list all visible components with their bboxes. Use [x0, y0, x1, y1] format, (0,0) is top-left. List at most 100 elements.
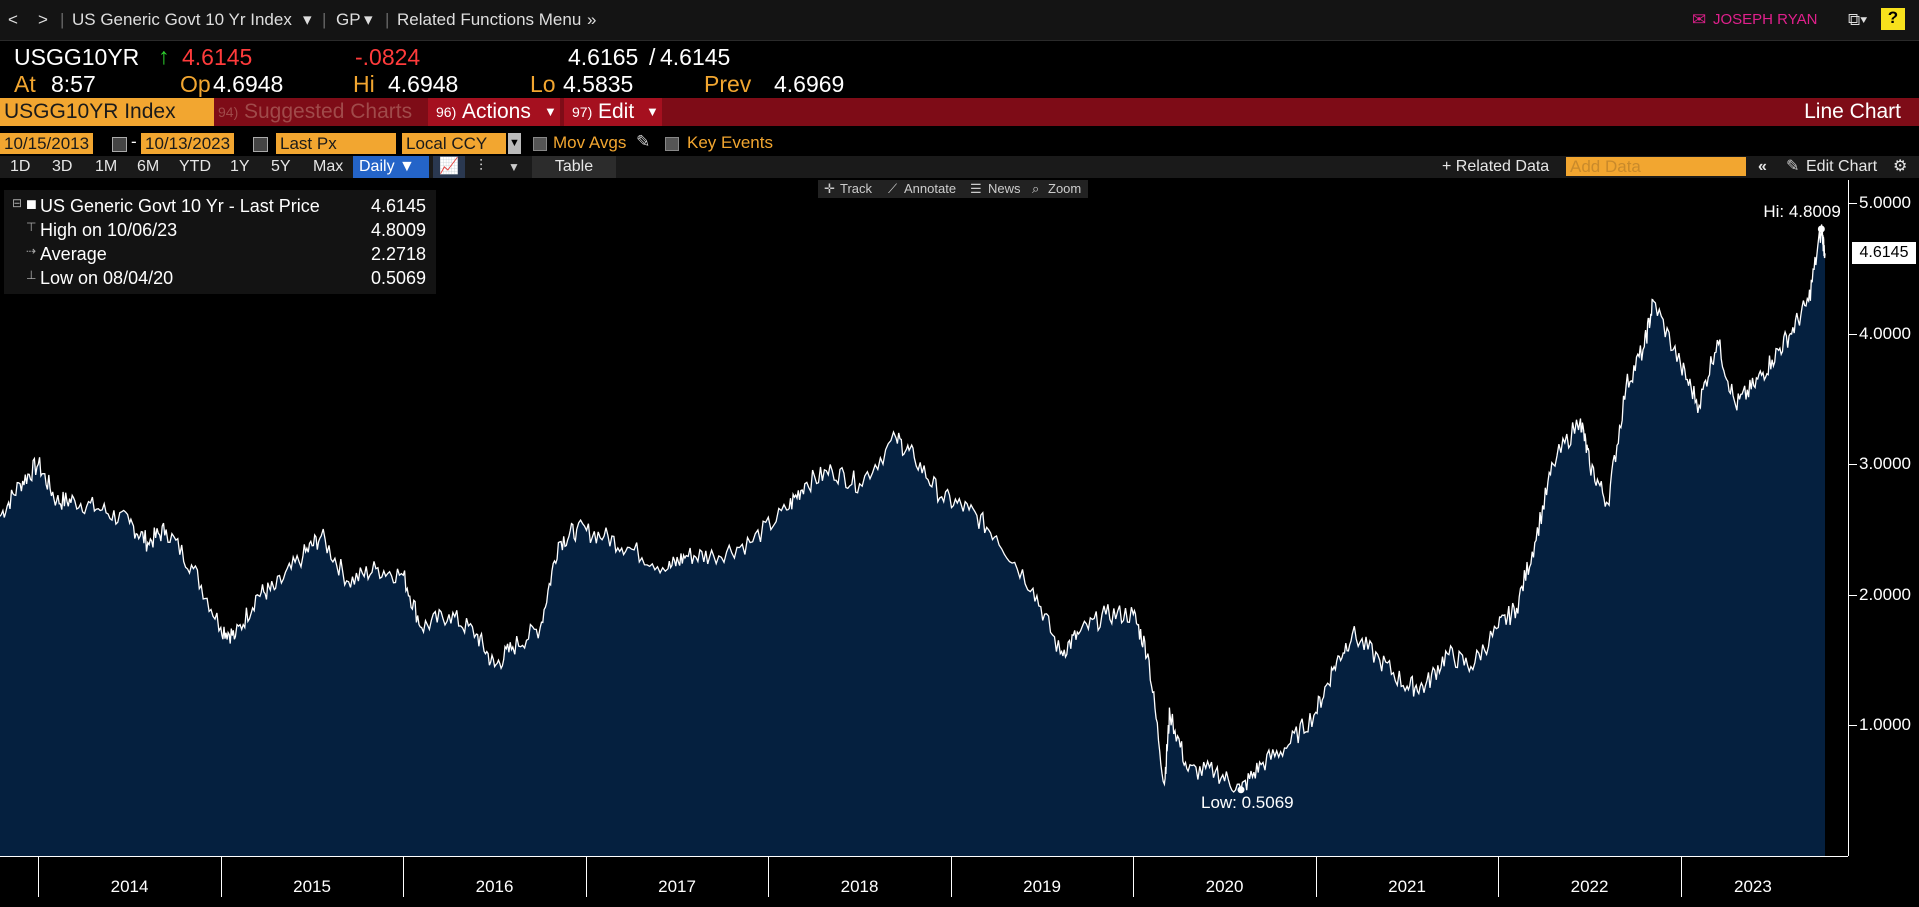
open-value: 4.6948 [213, 71, 284, 97]
legend-average-value: 2.2718 [370, 244, 426, 264]
y-axis: 1.0000 2.0000 3.0000 4.0000 5.0000 [1848, 180, 1919, 856]
chevron-down-icon: ▼ [646, 104, 659, 119]
x-tick [768, 857, 770, 897]
open-label: Op [180, 71, 211, 97]
top-nav-bar: < > | US Generic Govt 10 Yr Index ▾ | GP… [0, 0, 1919, 41]
pencil-icon[interactable]: ✎ [636, 132, 651, 151]
add-data-input[interactable]: Add Data [1566, 157, 1746, 176]
low-value: 4.5835 [563, 71, 634, 97]
edit-number: 97) [572, 104, 593, 120]
field-select[interactable]: Last Px [276, 133, 396, 154]
chevron-down-icon[interactable]: ▾ [364, 10, 373, 29]
period-1m[interactable]: 1M [95, 158, 118, 175]
track-button[interactable]: Track [840, 181, 873, 196]
security-title-menu[interactable]: US Generic Govt 10 Yr Index [72, 10, 292, 29]
legend-tree-expander[interactable]: ⊟ [12, 196, 23, 210]
bar-chart-icon[interactable]: ⫶ [478, 158, 483, 175]
ticker: USGG10YR [14, 44, 140, 70]
low-marker-icon: ⊥ [26, 268, 37, 282]
y-tick-label: 3.0000 [1859, 454, 1911, 474]
prev-value: 4.6969 [774, 71, 845, 97]
currency-dropdown-arrow-icon[interactable]: ▼ [508, 133, 521, 154]
legend-high-value: 4.8009 [370, 220, 426, 240]
crosshair-icon: ✛ [824, 181, 835, 196]
actions-menu[interactable]: 96) Actions ▼ [428, 98, 560, 126]
gp-function-menu[interactable]: GP [336, 10, 361, 29]
legend-high-label: High on 10/06/23 [40, 220, 178, 240]
pencil-icon: ✎ [1786, 158, 1800, 175]
period-max[interactable]: Max [313, 158, 344, 175]
period-6m[interactable]: 6M [137, 158, 160, 175]
x-tick-label: 2021 [1388, 877, 1426, 896]
x-tick [1133, 857, 1135, 897]
series-area [0, 224, 1825, 856]
period-ytd[interactable]: YTD [179, 158, 211, 175]
mov-avgs-label: Mov Avgs [553, 133, 627, 152]
settings-gear-icon[interactable]: ⚙ [1893, 158, 1908, 175]
ask-price: 4.6145 [660, 44, 731, 70]
related-functions-menu[interactable]: Related Functions Menu [397, 10, 582, 29]
collapse-double-chevron-icon[interactable]: « [1758, 158, 1767, 175]
legend-series-label: US Generic Govt 10 Yr - Last Price [40, 196, 320, 216]
chevron-down-icon[interactable]: ▾ [303, 10, 312, 29]
key-events-checkbox[interactable] [665, 137, 679, 151]
period-1d[interactable]: 1D [10, 158, 31, 175]
price-chart[interactable]: Hi: 4.8009 Low: 0.5069 [0, 180, 1848, 856]
y-tick-label: 4.0000 [1859, 323, 1911, 343]
news-button[interactable]: News [988, 181, 1021, 196]
at-time: 8:57 [51, 71, 96, 97]
x-tick-label: 2022 [1570, 877, 1609, 896]
end-date-field[interactable]: 10/13/2023 [141, 133, 235, 154]
calendar-icon[interactable] [253, 137, 268, 152]
line-chart-icon[interactable]: 📈 [433, 156, 465, 178]
y-tick-label: 5.0000 [1859, 193, 1911, 212]
y-tick-label: 1.0000 [1859, 715, 1911, 735]
prev-label: Prev [704, 71, 752, 97]
start-date-field[interactable]: 10/15/2013 [0, 133, 94, 154]
date-range-dash: - [131, 132, 137, 151]
x-tick [1315, 857, 1317, 897]
x-tick [585, 857, 587, 897]
currency-select[interactable]: Local CCY [402, 133, 506, 154]
envelope-icon[interactable]: ✉ [1692, 10, 1707, 29]
x-tick [220, 857, 222, 897]
high-label: Hi [353, 71, 375, 97]
x-tick [1498, 857, 1500, 897]
window-options-icon[interactable]: ⧉▾ [1848, 10, 1868, 29]
nav-separator: | [322, 10, 327, 29]
user-name[interactable]: JOSEPH RYAN [1713, 11, 1818, 28]
edit-menu[interactable]: 97) Edit ▼ [564, 98, 662, 126]
security-field[interactable]: USGG10YR Index [0, 98, 214, 126]
zoom-magnifier-icon: ⌕ [1032, 181, 1040, 196]
mov-avgs-checkbox[interactable] [533, 137, 547, 151]
edit-chart-button[interactable]: Edit Chart [1806, 158, 1878, 175]
period-1y[interactable]: 1Y [230, 158, 250, 175]
suggested-charts-number: 94) [218, 104, 239, 120]
annotate-button[interactable]: Annotate [904, 181, 957, 196]
table-button[interactable]: Table [532, 156, 616, 178]
zoom-button[interactable]: Zoom [1048, 181, 1082, 196]
help-button[interactable]: ? [1881, 8, 1905, 30]
frequency-select[interactable]: Daily ▼ [353, 156, 429, 178]
series-line [0, 224, 1826, 793]
chevron-down-icon[interactable]: ▼ [508, 160, 520, 174]
y-tick [1849, 203, 1857, 204]
legend-series-value: 4.6145 [370, 196, 426, 216]
related-data-button[interactable]: + Related Data [1442, 158, 1550, 175]
nav-separator: | [60, 10, 65, 29]
period-3d[interactable]: 3D [52, 158, 73, 175]
forward-arrow-icon[interactable]: > [38, 10, 48, 29]
x-tick-label: 2019 [1023, 877, 1061, 896]
frequency-label: Daily [359, 158, 395, 175]
calendar-icon[interactable] [112, 137, 127, 152]
annotate-pencil-icon: ⟋ [888, 181, 898, 196]
last-price-tag: 4.6145 [1852, 242, 1916, 265]
news-icon: ☰ [970, 181, 982, 196]
legend-average-label: Average [40, 244, 107, 264]
period-5y[interactable]: 5Y [271, 158, 291, 175]
suggested-charts-button[interactable]: Suggested Charts [244, 100, 413, 123]
back-arrow-icon[interactable]: < [8, 10, 18, 29]
double-chevron-down-icon[interactable]: » [587, 10, 597, 29]
x-tick [38, 857, 40, 897]
up-arrow-icon: ↑ [158, 43, 170, 69]
